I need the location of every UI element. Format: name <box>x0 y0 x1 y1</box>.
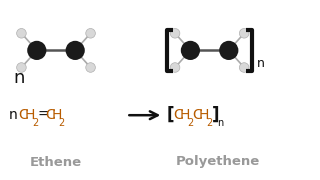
Ellipse shape <box>27 41 46 60</box>
Text: H: H <box>199 108 209 122</box>
Ellipse shape <box>86 28 95 38</box>
Text: ]: ] <box>212 106 219 124</box>
Text: C: C <box>45 108 54 122</box>
Ellipse shape <box>170 28 180 38</box>
Text: C: C <box>173 108 183 122</box>
Text: =: = <box>38 108 49 122</box>
Text: Polyethene: Polyethene <box>175 156 260 168</box>
Text: Ethene: Ethene <box>30 156 82 168</box>
Text: C: C <box>193 108 202 122</box>
Ellipse shape <box>86 63 95 72</box>
Text: n: n <box>218 118 224 128</box>
Ellipse shape <box>66 41 85 60</box>
Ellipse shape <box>170 63 180 72</box>
Ellipse shape <box>181 41 200 60</box>
Ellipse shape <box>17 63 26 72</box>
Text: n: n <box>9 108 18 122</box>
Text: 2: 2 <box>206 118 212 128</box>
Text: C: C <box>19 108 28 122</box>
Ellipse shape <box>239 63 249 72</box>
Text: H: H <box>51 108 61 122</box>
Text: n: n <box>257 57 265 69</box>
Text: n: n <box>13 69 25 87</box>
Text: [: [ <box>166 106 174 124</box>
Ellipse shape <box>219 41 238 60</box>
Text: 2: 2 <box>187 118 193 128</box>
Text: H: H <box>25 108 35 122</box>
Text: H: H <box>180 108 190 122</box>
Text: 2: 2 <box>32 118 38 128</box>
Ellipse shape <box>239 28 249 38</box>
Text: 2: 2 <box>58 118 65 128</box>
Ellipse shape <box>17 28 26 38</box>
